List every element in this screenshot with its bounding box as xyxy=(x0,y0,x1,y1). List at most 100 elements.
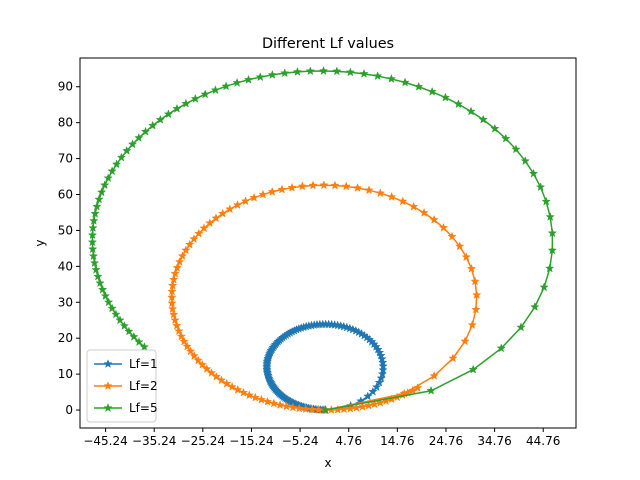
data-point xyxy=(96,187,107,197)
y-axis-ticks: 0 10 20 30 40 50 60 70 80 90 xyxy=(58,80,80,417)
data-point xyxy=(94,194,104,204)
data-point xyxy=(172,262,182,272)
data-point xyxy=(547,228,558,238)
data-point xyxy=(258,189,268,199)
data-point xyxy=(148,120,158,130)
data-point xyxy=(375,397,386,407)
data-point xyxy=(107,166,117,176)
data-point xyxy=(127,139,138,149)
data-point xyxy=(345,67,356,77)
data-point xyxy=(169,274,179,284)
data-point xyxy=(294,403,304,413)
data-point xyxy=(194,228,204,238)
data-point xyxy=(97,284,108,294)
data-point xyxy=(119,321,130,330)
data-point xyxy=(332,66,342,76)
data-point xyxy=(292,66,303,76)
data-point xyxy=(111,159,122,169)
data-point xyxy=(244,390,254,400)
data-point xyxy=(202,364,212,373)
data-point xyxy=(167,304,178,313)
y-tick-label: 0 xyxy=(65,403,73,417)
data-point xyxy=(177,251,188,261)
data-point xyxy=(179,336,189,346)
data-point xyxy=(320,405,331,415)
data-point xyxy=(516,322,526,332)
data-point xyxy=(429,214,439,224)
series-layer xyxy=(87,66,558,415)
data-point xyxy=(243,74,254,84)
data-point xyxy=(386,74,397,83)
data-point xyxy=(496,343,506,353)
data-point xyxy=(520,156,530,166)
data-point xyxy=(232,77,242,87)
data-point xyxy=(134,337,144,346)
data-point xyxy=(466,263,477,273)
data-point xyxy=(190,93,201,103)
x-axis-label: x xyxy=(324,456,331,470)
data-point xyxy=(88,223,98,232)
data-point xyxy=(357,401,368,411)
data-point xyxy=(447,231,457,241)
legend-marker xyxy=(103,359,113,368)
data-point xyxy=(287,182,297,192)
data-point xyxy=(453,99,464,109)
legend: Lf=1 Lf=2 Lf=5 xyxy=(86,349,158,423)
data-point xyxy=(170,315,180,325)
y-tick-label: 90 xyxy=(58,80,73,94)
series-lf-5 xyxy=(87,66,558,415)
data-point xyxy=(319,180,329,190)
legend-label: Lf=5 xyxy=(129,401,158,415)
data-point xyxy=(134,132,144,142)
data-point xyxy=(262,396,273,406)
data-point xyxy=(216,375,227,385)
data-point xyxy=(172,320,182,330)
data-point xyxy=(124,326,134,336)
data-point xyxy=(95,278,105,288)
data-point xyxy=(539,282,549,292)
data-point xyxy=(267,69,278,79)
data-point xyxy=(155,114,166,124)
y-tick-label: 30 xyxy=(58,295,73,309)
data-point xyxy=(455,241,465,251)
data-point xyxy=(368,386,378,396)
x-tick-label: −35.24 xyxy=(132,434,176,448)
data-point xyxy=(374,377,385,387)
data-point xyxy=(369,399,380,409)
data-point xyxy=(288,402,298,412)
data-point xyxy=(89,215,99,225)
data-point xyxy=(363,400,374,410)
data-point xyxy=(408,201,419,211)
data-point xyxy=(426,385,436,395)
chart-title: Different Lf values xyxy=(262,36,394,52)
data-point xyxy=(511,144,521,154)
data-point xyxy=(140,126,151,136)
data-point xyxy=(472,290,482,299)
data-point xyxy=(107,303,117,313)
data-point xyxy=(427,86,437,96)
data-point xyxy=(547,245,557,255)
x-tick-label: 34.76 xyxy=(477,434,511,448)
data-point xyxy=(470,276,480,286)
data-point xyxy=(232,200,243,210)
data-point xyxy=(330,180,340,190)
data-point xyxy=(429,371,439,380)
data-point xyxy=(189,351,199,360)
data-point xyxy=(359,68,369,78)
data-point xyxy=(174,326,184,336)
data-point xyxy=(93,271,103,281)
data-point xyxy=(227,381,237,391)
data-point xyxy=(438,222,449,232)
data-point xyxy=(471,304,481,314)
data-point xyxy=(199,223,209,233)
legend-entry: Lf=2 xyxy=(94,379,158,393)
y-axis-label: y xyxy=(33,239,47,246)
data-point xyxy=(233,384,243,394)
data-point xyxy=(372,71,383,81)
data-point xyxy=(490,123,500,133)
data-point xyxy=(211,371,222,381)
data-point xyxy=(100,180,110,190)
data-point xyxy=(184,239,195,249)
data-point xyxy=(400,77,410,87)
data-point xyxy=(371,382,382,392)
